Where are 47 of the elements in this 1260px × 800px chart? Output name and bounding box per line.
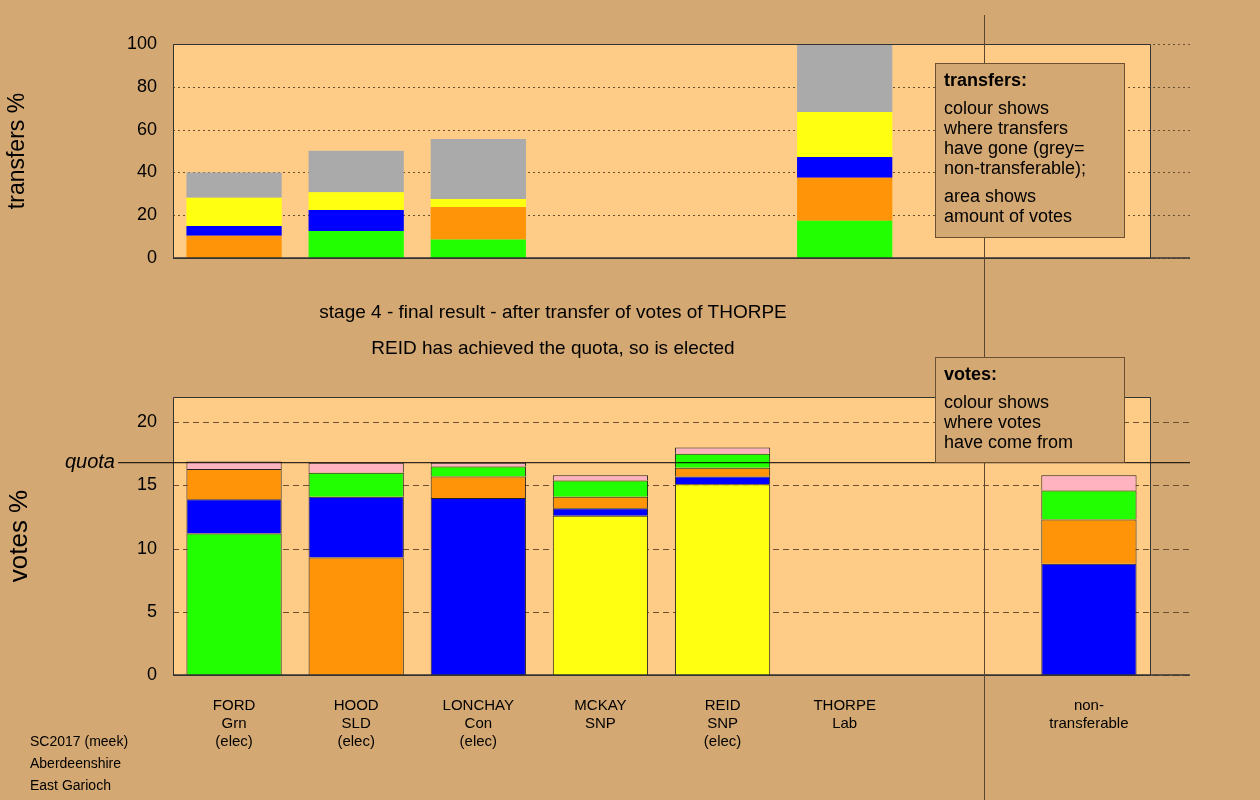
x-tick-label: non- transferable [1049, 696, 1129, 732]
x-tick-label: THORPE Lab [813, 696, 876, 732]
y-tick-label: 5 [146, 600, 157, 621]
bar [308, 192, 404, 211]
text: Aberdeenshire [30, 754, 122, 771]
y-tick-label: 10 [136, 537, 157, 558]
bar [186, 225, 282, 236]
annotation: transfers: colour shows where transfers have gone (grey= non-transferable); area shows amount of votes [944, 70, 1088, 226]
bar [308, 210, 404, 232]
y-tick-label: 15 [136, 474, 157, 495]
y-tick-label: 80 [136, 75, 157, 96]
y-tick-label: 40 [136, 161, 157, 182]
x-tick-label: FORD Grn (elec) [212, 696, 256, 750]
note-box: votes: colour shows where votes have come from [935, 357, 1125, 463]
y-tick-label: 60 [136, 118, 157, 139]
bar [308, 231, 404, 258]
bar [430, 207, 526, 240]
text: East Garioch [30, 776, 111, 793]
bar [797, 220, 893, 258]
y-tick-label: 100 [126, 32, 157, 53]
y-tick-label: 20 [136, 204, 157, 225]
chart-subtitle: REID has achieved the quota, so is elected [371, 337, 735, 359]
bar [186, 197, 282, 226]
x-tick-label: HOOD SLD (elec) [333, 696, 379, 750]
text: SC2017 (meek) [30, 732, 129, 749]
bar [797, 44, 893, 113]
bar [797, 156, 893, 178]
bar [308, 150, 404, 193]
ref-line-label: quota [64, 450, 115, 473]
y-axis-title: transfers % [3, 92, 30, 210]
x-tick-label: LONCHAY Con (elec) [442, 696, 515, 750]
y-tick-label: 0 [146, 663, 157, 684]
bar [797, 177, 893, 221]
chart-title: stage 4 - final result - after transfer of votes of THORPE [319, 301, 787, 323]
x-tick-label: MCKAY SNP [574, 696, 627, 732]
bar [430, 198, 526, 208]
note-box: transfers: colour shows where transfers have gone (grey= non-transferable); area shows amount of votes [935, 63, 1125, 238]
bar [797, 112, 893, 157]
bar [186, 235, 282, 258]
y-axis-title: votes % [2, 489, 33, 583]
y-tick-label: 0 [146, 246, 157, 267]
annotation: votes: colour shows where votes have come from [944, 364, 1075, 452]
bar [430, 239, 526, 258]
bar [430, 139, 526, 199]
bar [186, 172, 282, 198]
y-tick-label: 20 [136, 411, 157, 432]
x-tick-label: REID SNP (elec) [703, 696, 742, 750]
